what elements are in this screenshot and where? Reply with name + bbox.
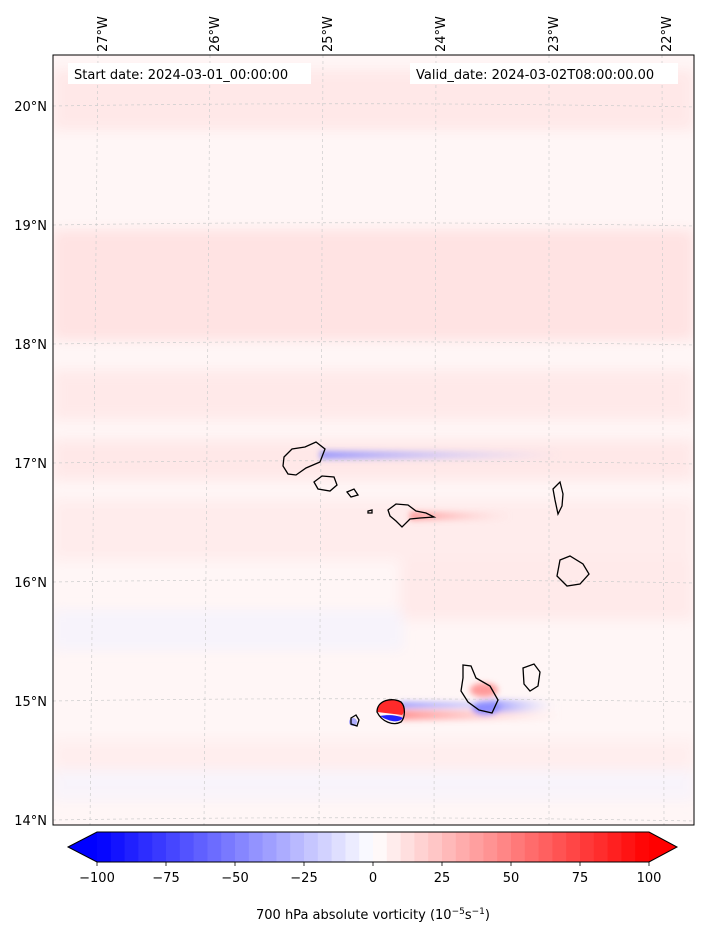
colorbar-segment xyxy=(607,832,622,862)
colorbar-segment xyxy=(110,832,126,862)
valid-date-label: Valid_date: 2024-03-02T08:00:00.00 xyxy=(416,68,654,83)
colorbar-segment xyxy=(580,832,595,862)
colorbar-ticks: −100 −75 −50 −25 0 25 50 75 100 xyxy=(79,862,661,886)
colorbar-segment xyxy=(221,832,236,862)
colorbar-segment xyxy=(386,832,402,862)
island-santiago xyxy=(460,664,499,714)
colorbar-segment xyxy=(621,832,636,862)
colorbar-tick-label: 0 xyxy=(369,871,377,886)
colorbar-segment xyxy=(152,832,167,862)
colorbar-segment xyxy=(331,832,346,862)
lat-label: 14°N xyxy=(14,814,47,829)
colorbar-tick-label: 50 xyxy=(503,871,520,886)
gridlines xyxy=(53,55,694,825)
colorbar-segment xyxy=(483,832,498,862)
lat-label: 18°N xyxy=(14,338,47,353)
island-fogo xyxy=(376,699,406,725)
colorbar-segment xyxy=(97,832,112,862)
lat-label: 19°N xyxy=(14,219,47,234)
island-boa-vista xyxy=(556,555,590,587)
lon-label: 22°W xyxy=(660,16,675,52)
colorbar-segment xyxy=(276,832,291,862)
lat-label: 20°N xyxy=(14,100,47,115)
start-date-label: Start date: 2024-03-01_00:00:00 xyxy=(74,68,288,83)
island-sao-nicolau-main xyxy=(387,503,437,528)
lat-label: 15°N xyxy=(14,695,47,710)
colorbar-segment xyxy=(166,832,181,862)
colorbar-segment xyxy=(207,832,222,862)
colorbar-segment xyxy=(593,832,609,862)
colorbar-tick-label: 25 xyxy=(434,871,451,886)
colorbar-segment xyxy=(524,832,540,862)
coastlines xyxy=(282,441,590,727)
lon-label: 25°W xyxy=(321,16,336,52)
map-frame xyxy=(52,54,695,826)
colorbar-segment xyxy=(635,832,650,862)
colorbar-segment xyxy=(428,832,443,862)
colorbar-tick-label: −50 xyxy=(221,871,248,886)
colorbar-segment xyxy=(304,832,319,862)
colorbar: −100 −75 −50 −25 0 25 50 75 100 700 hPa absolute… xyxy=(66,831,679,923)
lon-label: 23°W xyxy=(547,16,562,52)
vorticity-field xyxy=(53,55,694,825)
colorbar-segment xyxy=(235,832,250,862)
lon-label: 26°W xyxy=(208,16,223,52)
colorbar-segment xyxy=(566,832,581,862)
colorbar-extend-low xyxy=(68,832,97,862)
colorbar-segment xyxy=(124,832,139,862)
colorbar-extend-high xyxy=(649,832,677,862)
colorbar-segment xyxy=(248,832,264,862)
colorbar-tick-label: −100 xyxy=(79,871,115,886)
colorbar-segment xyxy=(469,832,484,862)
colorbar-segment xyxy=(455,832,471,862)
latitude-labels: 20°N 19°N 18°N 17°N 16°N 15°N 14°N xyxy=(14,100,47,829)
colorbar-segment xyxy=(179,832,195,862)
island-sao-nicolau xyxy=(367,509,373,514)
colorbar-tick-label: −75 xyxy=(152,871,179,886)
colorbar-segment xyxy=(414,832,429,862)
colorbar-segment xyxy=(552,832,567,862)
colorbar-segment xyxy=(511,832,526,862)
colorbar-segment xyxy=(138,832,153,862)
longitude-labels: 27°W 26°W 25°W 24°W 23°W 22°W xyxy=(96,16,675,52)
colorbar-tick-label: 75 xyxy=(572,871,589,886)
island-maio xyxy=(522,663,541,692)
lat-label: 16°N xyxy=(14,576,47,591)
colorbar-segment xyxy=(538,832,553,862)
lon-label: 27°W xyxy=(96,16,111,52)
colorbar-tick-label: 100 xyxy=(637,871,662,886)
colorbar-segment xyxy=(400,832,415,862)
colorbar-segment xyxy=(262,832,277,862)
colorbar-segment xyxy=(442,832,457,862)
colorbar-segment xyxy=(345,832,360,862)
colorbar-segments xyxy=(97,832,650,862)
colorbar-segment xyxy=(193,832,208,862)
island-sao-vicente xyxy=(313,475,338,492)
colorbar-segment xyxy=(359,832,374,862)
colorbar-segment xyxy=(373,832,388,862)
colorbar-segment xyxy=(497,832,512,862)
date-header: Start date: 2024-03-01_00:00:00 Valid_da… xyxy=(68,63,678,84)
valid-date-box xyxy=(410,63,678,84)
lat-label: 17°N xyxy=(14,457,47,472)
island-santa-luzia xyxy=(345,488,360,498)
colorbar-tick-label: −25 xyxy=(290,871,317,886)
island-santo-antao xyxy=(282,441,326,476)
colorbar-segment xyxy=(290,832,305,862)
start-date-box xyxy=(68,63,311,84)
island-sal xyxy=(552,480,564,516)
colorbar-label: 700 hPa absolute vorticity (10−5s−1) xyxy=(256,907,490,923)
island-brava xyxy=(350,714,360,727)
lon-label: 24°W xyxy=(434,16,449,52)
colorbar-segment xyxy=(317,832,333,862)
